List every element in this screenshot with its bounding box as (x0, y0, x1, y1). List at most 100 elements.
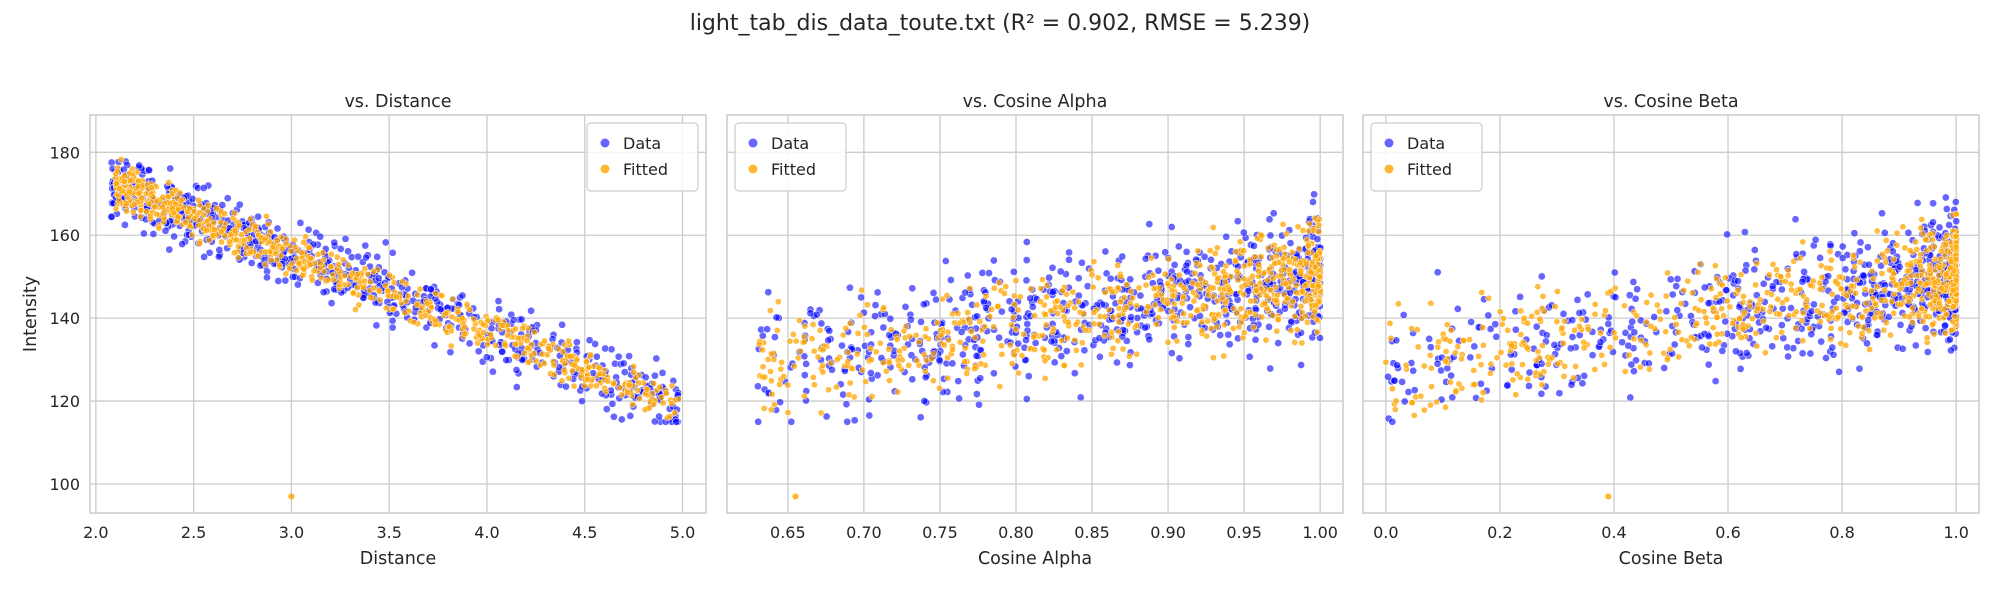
fitted-point (945, 336, 953, 344)
legend-label: Fitted (771, 160, 816, 179)
data-point (1409, 366, 1418, 375)
fitted-point (1304, 241, 1312, 249)
fitted-point (1517, 331, 1525, 338)
data-point (948, 359, 957, 368)
data-point (1946, 335, 1954, 344)
data-point (1838, 242, 1847, 251)
fitted-point (235, 243, 242, 250)
fitted-point (885, 359, 893, 367)
data-point (1477, 379, 1485, 388)
data-point (1516, 293, 1524, 301)
fitted-point (1684, 277, 1692, 285)
fitted-point (1240, 262, 1248, 270)
data-point (1101, 247, 1110, 256)
fitted-point (1010, 292, 1018, 300)
fitted-point (1069, 288, 1077, 296)
fitted-point (1420, 362, 1428, 370)
data-point (976, 374, 985, 383)
fitted-point (1909, 319, 1916, 326)
data-point (573, 338, 581, 347)
fitted-point (402, 297, 410, 305)
fitted-point (1088, 271, 1096, 279)
data-point (1410, 386, 1419, 394)
data-point (1734, 277, 1742, 285)
fitted-point (1646, 349, 1654, 357)
fitted-point (1470, 367, 1478, 374)
fitted-point (1788, 286, 1795, 294)
fitted-point (1662, 328, 1670, 336)
fitted-point (1598, 351, 1606, 359)
data-point (1668, 290, 1677, 299)
fitted-point (1311, 214, 1319, 222)
fitted-point (1524, 319, 1531, 327)
data-point (772, 313, 781, 322)
fitted-point (149, 193, 157, 201)
data-point (1022, 276, 1031, 285)
data-point (1047, 337, 1056, 346)
fitted-point (971, 365, 979, 373)
data-point (502, 356, 511, 364)
data-point (1721, 317, 1730, 326)
fitted-point (1127, 288, 1135, 295)
fitted-point (1202, 279, 1209, 286)
fitted-point (971, 334, 979, 341)
data-point (170, 232, 178, 241)
data-point (1216, 331, 1225, 339)
fitted-point (943, 292, 951, 299)
fitted-point (1917, 262, 1924, 270)
fitted-point (1713, 275, 1721, 283)
fitted-point (1773, 266, 1780, 273)
fitted-point (1220, 352, 1228, 360)
data-point (754, 417, 763, 426)
fitted-point (1108, 328, 1116, 336)
data-point (223, 194, 232, 203)
fitted-point (963, 370, 971, 377)
fitted-point (1015, 369, 1022, 377)
fitted-point (129, 208, 137, 216)
fitted-point (487, 331, 494, 338)
fitted-point (1389, 385, 1396, 393)
data-point (1575, 309, 1584, 317)
fitted-point (1561, 317, 1568, 325)
fitted-point (416, 285, 424, 293)
fitted-point (1580, 338, 1588, 346)
data-point (344, 247, 352, 256)
fitted-point (470, 325, 478, 333)
data-point (430, 341, 439, 350)
fitted-point (1295, 245, 1303, 253)
fitted-point (1122, 303, 1130, 311)
data-point (1251, 335, 1260, 344)
fitted-point (1913, 246, 1921, 253)
data-point (1583, 290, 1592, 299)
fitted-point (245, 226, 253, 234)
fitted-point (565, 337, 572, 345)
fitted-point (565, 374, 573, 382)
data-point (1167, 223, 1176, 231)
fitted-point (1293, 326, 1301, 333)
data-point (955, 394, 963, 403)
fitted-point (1189, 279, 1196, 287)
fitted-point (1947, 264, 1954, 272)
data-point (1286, 239, 1295, 247)
fitted-point (1187, 312, 1195, 320)
fitted-point (1498, 320, 1506, 328)
fitted-point (973, 301, 981, 309)
fitted-point (143, 208, 150, 215)
fitted-point (1827, 336, 1834, 343)
fitted-point (1862, 307, 1870, 315)
fitted-point (1209, 284, 1217, 292)
fitted-point (625, 381, 633, 389)
fitted-point (339, 256, 347, 264)
legend-marker (1384, 138, 1394, 148)
fitted-point (422, 311, 429, 319)
fitted-point (921, 367, 929, 375)
fitted-point (1630, 335, 1638, 343)
data-point (1700, 283, 1709, 292)
fitted-point (1037, 298, 1044, 306)
fitted-point (944, 374, 952, 382)
fitted-point (1414, 343, 1422, 351)
fitted-point (128, 165, 136, 173)
data-point (828, 365, 836, 374)
fitted-point (819, 346, 827, 354)
data-point (1297, 361, 1305, 369)
